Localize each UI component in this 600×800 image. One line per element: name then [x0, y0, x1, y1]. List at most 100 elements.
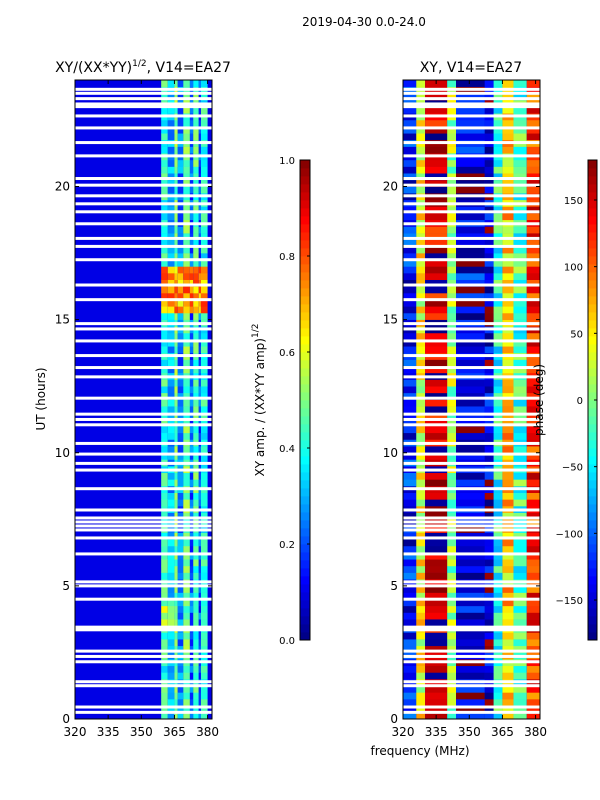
phase-cell	[416, 159, 426, 167]
phase-cell	[493, 479, 503, 487]
phase-cell	[403, 286, 417, 294]
amplitude-cell	[189, 512, 194, 520]
phase-cell	[403, 619, 417, 627]
amplitude-cell	[167, 253, 175, 261]
phase-cell	[502, 126, 514, 134]
amplitude-cell	[174, 346, 178, 354]
amplitude-cell	[174, 226, 178, 234]
amplitude-cell	[189, 246, 194, 254]
amplitude-cell	[183, 173, 190, 181]
amplitude-cell	[189, 552, 194, 560]
phase-cell	[403, 179, 417, 187]
amplitude-cell	[174, 532, 178, 540]
phase-cell	[447, 512, 457, 520]
amplitude-cell	[200, 312, 208, 320]
phase-cell	[403, 166, 417, 174]
phase-cell	[502, 186, 514, 194]
amplitude-cell	[200, 539, 208, 547]
amplitude-cell	[167, 306, 175, 314]
phase-cell	[513, 293, 527, 300]
amplitude-cell	[183, 665, 190, 673]
phase-cell	[425, 605, 448, 613]
phase-cell	[403, 672, 417, 680]
colorbar-tick-label: 0.4	[279, 444, 295, 455]
phase-cell	[416, 379, 426, 387]
phase-cell	[513, 386, 527, 394]
phase-cell	[447, 446, 457, 454]
amplitude-cell	[193, 632, 199, 640]
flagged-gap-row	[75, 210, 212, 214]
colorbar-step	[300, 528, 310, 537]
amplitude-cell	[161, 699, 168, 706]
phase-cell	[416, 126, 426, 134]
phase-cell	[416, 532, 426, 540]
phase-cell	[425, 705, 448, 713]
amplitude-cell	[189, 186, 194, 194]
phase-cell	[403, 306, 417, 314]
amplitude-cell	[198, 246, 201, 254]
phase-cell	[526, 612, 540, 620]
phase-cell	[502, 106, 514, 114]
flagged-gap-row	[75, 710, 212, 714]
colorbar-step	[300, 392, 310, 401]
amplitude-cell	[161, 406, 168, 414]
amplitude-cell	[174, 406, 178, 414]
amplitude-cell	[189, 705, 194, 713]
flagged-gap-row	[403, 625, 540, 629]
colorbar-step	[588, 160, 597, 169]
colorbar-step	[588, 408, 597, 417]
amplitude-cell	[198, 432, 201, 440]
colorbar-step	[588, 552, 597, 561]
phase-cell	[416, 332, 426, 340]
amplitude-cell	[174, 233, 178, 241]
colorbar-step	[300, 320, 310, 329]
phase-cell	[447, 359, 457, 367]
phase-cell	[493, 392, 503, 400]
phase-cell	[513, 379, 527, 387]
amplitude-cell	[177, 133, 184, 141]
phase-cell	[425, 539, 448, 547]
phase-cell	[425, 426, 448, 434]
phase-cell	[416, 286, 426, 294]
phase-cell	[403, 273, 417, 280]
amplitude-cell	[161, 179, 168, 187]
phase-panel-title: XY, V14=EA27	[420, 60, 522, 76]
amplitude-cell	[193, 512, 199, 520]
amplitude-cell	[200, 685, 208, 693]
amplitude-cell	[183, 332, 190, 340]
amplitude-cell	[161, 685, 168, 693]
phase-cell	[484, 585, 494, 593]
phase-cell	[526, 186, 540, 194]
phase-cell	[456, 206, 485, 214]
amplitude-cell	[183, 126, 190, 134]
amplitude-cell	[193, 419, 199, 427]
amplitude-cell	[167, 299, 175, 307]
colorbar-step	[300, 568, 310, 577]
amplitude-cell	[200, 399, 208, 407]
amplitude-cell	[174, 366, 178, 374]
amplitude-cell	[177, 565, 184, 573]
amplitude-cell	[198, 539, 201, 547]
phase-cell	[526, 479, 540, 487]
phase-cell	[403, 339, 417, 347]
phase-cell	[502, 159, 514, 167]
flagged-gap-row	[403, 366, 540, 370]
amplitude-cell	[183, 692, 190, 700]
flagged-gap-row	[75, 528, 212, 532]
amplitude-cell	[174, 572, 178, 580]
flagged-gap-row	[403, 354, 540, 358]
amplitude-cell	[183, 605, 190, 613]
phase-cell	[403, 492, 417, 500]
phase-cell	[493, 532, 503, 540]
phase-cell	[484, 279, 494, 287]
phase-cell	[526, 119, 540, 127]
phase-cell	[447, 312, 457, 320]
colorbar-tick-label: 50	[570, 329, 583, 340]
phase-cell	[416, 479, 426, 487]
colorbar-step	[588, 592, 597, 601]
colorbar-step	[300, 368, 310, 377]
phase-cell	[447, 233, 457, 241]
phase-cell	[425, 279, 448, 287]
phase-cell	[484, 712, 494, 720]
